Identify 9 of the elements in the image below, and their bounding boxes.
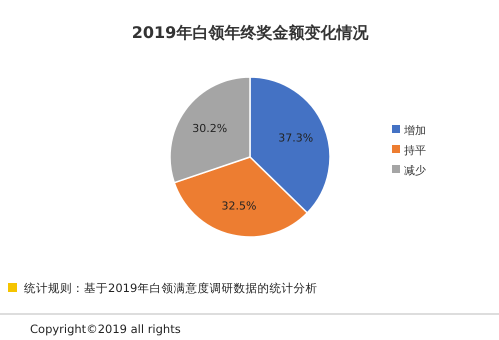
chart-title: 2019年白领年终奖金额变化情况 (132, 23, 370, 42)
text: Copyright©2019 all rights (30, 322, 181, 336)
legend-label: 持平 (404, 144, 426, 157)
legend-label: 增加 (403, 124, 426, 137)
data-label: 32.5% (222, 199, 257, 212)
data-label: 30.2% (192, 122, 228, 136)
text: 统计规则：基于2019年白领满意度调研数据的统计分析 (24, 281, 318, 295)
data-label: 37.3% (278, 132, 314, 145)
legend-label: 减少 (404, 164, 426, 177)
